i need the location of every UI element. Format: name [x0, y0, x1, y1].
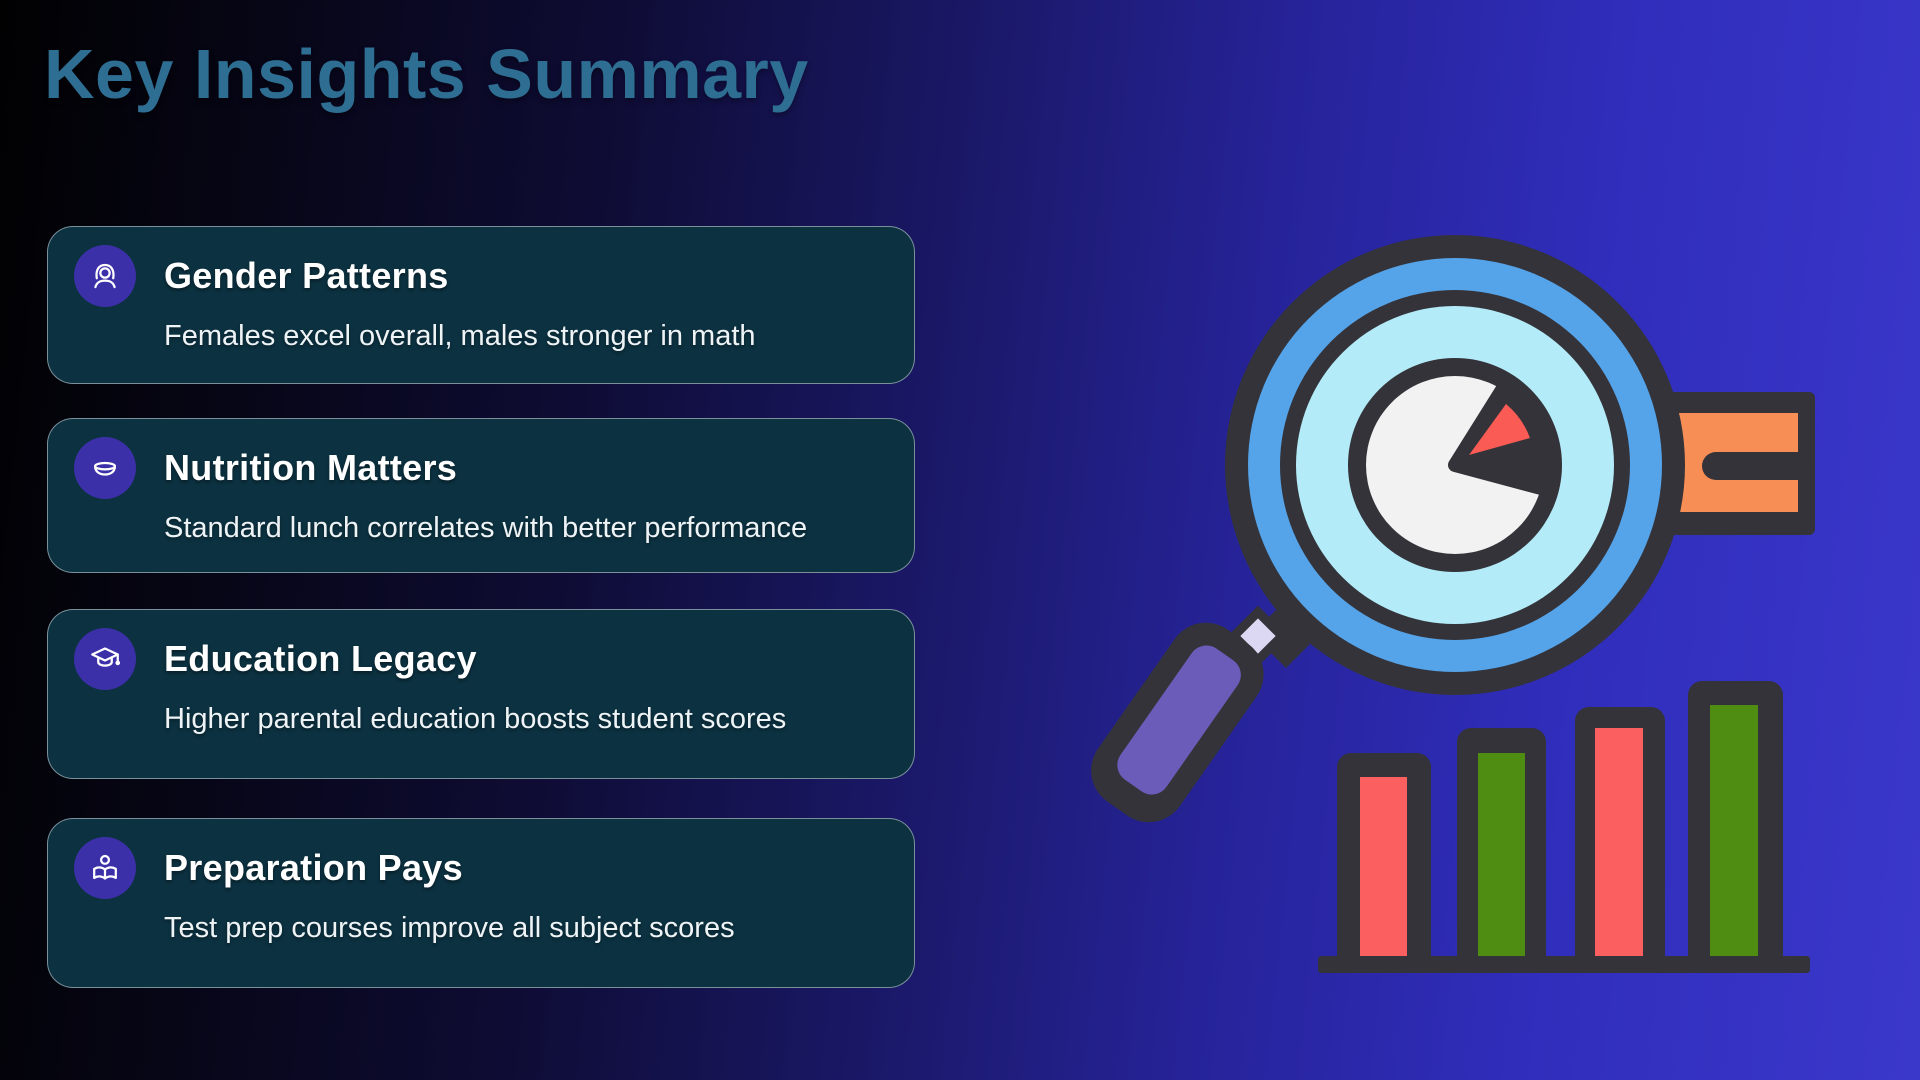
magnifier-analytics-illustration [1091, 235, 1815, 973]
card-gender-patterns: Gender Patterns Females excel overall, m… [47, 226, 915, 384]
bar-4-green [1710, 705, 1758, 957]
card-subtitle: Test prep courses improve all subject sc… [164, 912, 735, 944]
pie-slice-red [1469, 404, 1530, 455]
bar-3-red [1595, 728, 1643, 957]
magnifier-handle [1091, 605, 1314, 823]
insight-card-list: Gender Patterns Females excel overall, m… [47, 226, 915, 988]
baseline [1318, 956, 1810, 973]
person-reading-icon [93, 854, 117, 880]
card-title: Nutrition Matters [164, 447, 458, 488]
card-title: Preparation Pays [164, 847, 463, 888]
card-header: Gender Patterns [74, 245, 884, 307]
icon-badge [74, 628, 136, 690]
card-header: Education Legacy [74, 628, 884, 690]
bar-chart [1318, 681, 1810, 973]
bar-2-green [1478, 753, 1525, 957]
icon-badge [74, 245, 136, 307]
graduation-cap-icon [91, 647, 121, 667]
magnifier-lens [1225, 235, 1685, 695]
bar-1-red [1360, 777, 1407, 957]
card-nutrition-matters: Nutrition Matters Standard lunch correla… [47, 418, 915, 573]
woman-icon [94, 263, 116, 289]
icon-badge [74, 837, 136, 899]
card-subtitle: Standard lunch correlates with better pe… [164, 512, 808, 544]
card-subtitle: Higher parental education boosts student… [164, 703, 787, 735]
card-subtitle: Females excel overall, males stronger in… [164, 320, 756, 352]
bowl-icon [93, 461, 117, 476]
card-title: Gender Patterns [164, 255, 449, 296]
card-header: Nutrition Matters [74, 437, 884, 499]
card-header: Preparation Pays [74, 837, 884, 899]
card-preparation-pays: Preparation Pays Test prep courses impro… [47, 818, 915, 988]
card-title: Education Legacy [164, 638, 477, 679]
icon-badge [74, 437, 136, 499]
card-education-legacy: Education Legacy Higher parental educati… [47, 609, 915, 779]
page-title: Key Insights Summary [44, 35, 809, 113]
